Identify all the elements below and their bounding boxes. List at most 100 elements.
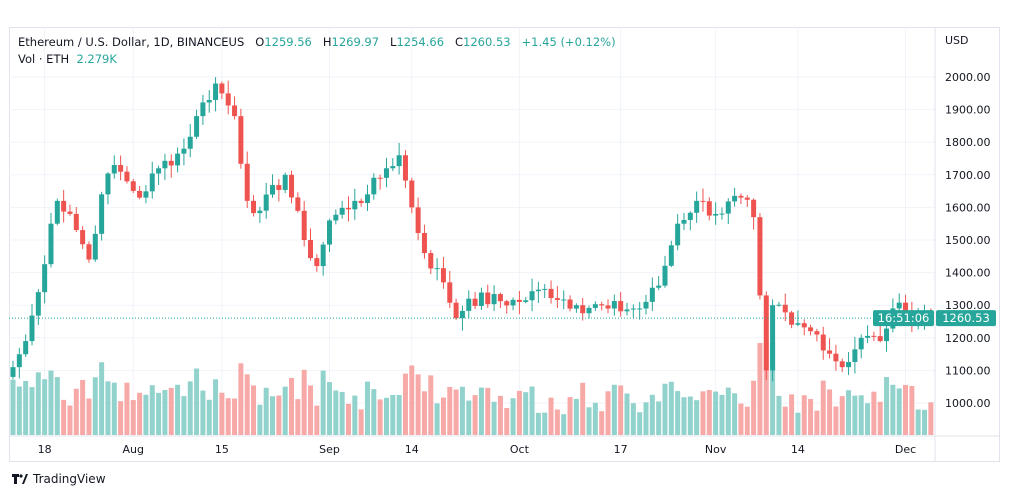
candle-body [789,312,795,325]
volume-bar [257,404,263,435]
volume-bar [751,380,757,435]
volume-bar [732,393,738,435]
volume-bar [308,385,314,435]
candle-body [846,362,852,368]
candle-body [744,197,750,200]
candle-body [630,308,636,310]
candle-body [244,163,250,201]
tradingview-logo[interactable]: TradingView [12,472,106,486]
volume-bar [795,412,801,435]
candle-body [219,83,225,94]
volume-bar [111,382,117,435]
last-price-label: 1260.53 [942,311,990,325]
time-tick-label: Aug [123,443,144,456]
volume-bar [118,401,124,435]
candle-body [719,213,725,215]
volume-bar [896,388,902,435]
volume-bar [333,390,339,435]
candle-body [345,207,351,210]
volume-bar [725,387,731,435]
candle-body [497,294,503,302]
candle-body [751,199,757,218]
candle-body [130,181,136,191]
candle-body [668,245,674,266]
volume-bar [624,393,630,435]
volume-bar [409,365,415,435]
volume-bar [289,377,295,435]
high-value: 1269.97 [331,35,380,49]
volume-bar [776,395,782,435]
volume-bar [175,384,181,435]
volume-bar [656,401,662,435]
candle-body [516,299,522,302]
volume-bar [263,387,269,435]
candlestick-chart[interactable]: USD 1000.00 1100.00 1200.00 1300.00 1400.00 15… [9,27,1000,462]
candle-body [111,165,117,174]
volume-bar [744,406,750,435]
volume-bar [820,380,826,435]
volume-bar [124,382,130,435]
candle-body [364,194,370,203]
candle-body [383,168,389,178]
candle-body [808,327,814,332]
tradingview-logo-icon [12,474,28,484]
volume-bar [282,386,288,435]
candle-body [232,105,238,117]
candle-body [124,171,130,182]
candle-body [42,264,48,293]
volume-bar [232,398,238,435]
candle-body [238,116,244,164]
candle-body [852,349,858,363]
candle-body [903,302,909,312]
price-tick-label: 1300.00 [945,299,991,312]
volume-bar [352,395,358,435]
time-tick-label: 15 [215,443,229,456]
candle-body [700,200,706,202]
candle-body [529,291,535,301]
volume-bar [871,391,877,435]
open-label: O [255,35,265,49]
volume-bar [86,398,92,435]
volume-bar [865,403,871,435]
candle-body [67,211,73,214]
candle-body [358,200,364,203]
volume-bar [42,379,48,435]
candle-body [295,197,301,211]
volume-bar [270,396,276,435]
volume-bar [16,386,22,435]
volume-bar [415,374,421,435]
volume-bar [80,380,86,435]
candle-body [814,331,820,335]
candle-body [491,294,497,305]
volume-bar [364,381,370,435]
candle-body [339,207,345,215]
volume-bar [238,363,244,435]
candle-body [561,299,567,301]
candle-body [54,200,60,224]
volume-bar [472,395,478,435]
candle-body [23,341,29,355]
volume-bar [358,409,364,435]
volume-bar [846,390,852,435]
volume-bar [548,397,554,435]
volume-bar [630,403,636,435]
candle-body [605,305,611,309]
chart-frame [9,27,1000,462]
candle-body [757,217,763,296]
price-tick-label: 1600.00 [945,201,991,214]
volume-bar [396,394,402,435]
volume-legend: Vol · ETH 2.279K [18,52,117,66]
candle-body [35,292,41,316]
volume-bar [535,412,541,435]
candle-body [896,302,902,309]
candle-body [871,335,877,337]
candle-body [143,191,149,198]
volume-bar [618,385,624,435]
price-tick-label: 1900.00 [945,104,991,117]
volume-bar [890,384,896,435]
candle-body [820,334,826,351]
volume-bar [915,409,921,435]
candle-body [251,200,257,214]
volume-bar [770,343,776,435]
volume-bar [320,370,326,435]
